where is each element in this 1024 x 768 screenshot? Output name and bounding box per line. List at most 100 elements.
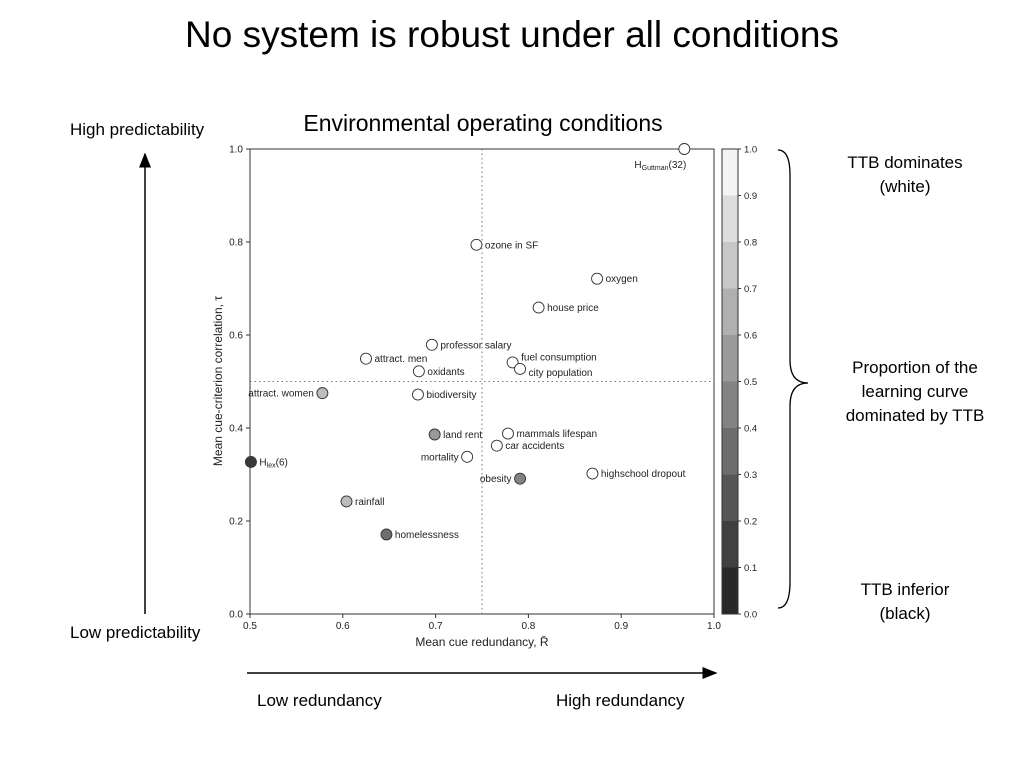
point-label-text: rainfall	[355, 497, 384, 508]
point-label-text: obesity	[480, 474, 512, 485]
y-tick-label: 0.8	[229, 238, 243, 249]
point-label: highschool dropout	[601, 469, 686, 480]
colorbar-tick-label: 0.7	[744, 284, 757, 295]
scatter-point	[316, 387, 329, 400]
point-label-text: land rent	[443, 430, 482, 441]
plot-frame	[249, 148, 715, 615]
point-label-subscript: Guttman	[642, 165, 669, 172]
colorbar-tick-label: 0.0	[744, 610, 757, 621]
x-tick-label: 0.7	[429, 621, 443, 632]
colorbar-band	[722, 335, 738, 382]
point-label-text: professor salary	[440, 340, 511, 351]
point-label: rainfall	[355, 497, 384, 508]
proportion-line-3: dominated by TTB	[845, 406, 985, 425]
colorbar: 0.0 0.1 0.2 0.3 0.4 0.5 0.6 0.7 0.8 0.9 1.0	[721, 145, 757, 621]
ttb-dominates-line-2: (white)	[879, 177, 931, 196]
x-tick-label: 0.9	[614, 621, 628, 632]
x-tick-label: 0.5	[243, 621, 257, 632]
point-label-text: H	[259, 457, 266, 468]
point-label-text: house price	[547, 303, 599, 314]
colorbar-band	[722, 567, 738, 614]
point-label-text: homelessness	[395, 530, 459, 541]
point-label-text: biodiversity	[426, 390, 476, 401]
y-tick-label: 1.0	[229, 145, 243, 156]
colorbar-band	[722, 149, 738, 196]
point-label-suffix: (32)	[669, 160, 687, 171]
y-tick-label: 0.4	[229, 424, 243, 435]
point-label: professor salary	[440, 340, 511, 351]
scatter-point	[502, 427, 514, 440]
point-label: oxidants	[427, 367, 464, 378]
scatter-point	[591, 272, 604, 285]
point-label: biodiversity	[426, 390, 476, 401]
scatter-point	[412, 365, 425, 378]
point-label-text: H	[634, 160, 641, 171]
colorbar-tick-label: 0.4	[744, 424, 757, 435]
scatter-point	[461, 450, 474, 463]
point-label: car accidents	[505, 441, 564, 452]
scatter-point	[490, 439, 503, 452]
scatter-point	[514, 362, 526, 375]
scatter-point	[532, 301, 545, 314]
point-label: house price	[547, 303, 599, 314]
point-label: ozone in SF	[485, 240, 538, 251]
proportion-line-2: learning curve	[861, 382, 969, 401]
scatter-point	[360, 352, 372, 365]
high-redundancy-label: High redundancy	[556, 691, 685, 710]
point-label-text: ozone in SF	[485, 240, 538, 251]
colorbar-tick-label: 0.8	[744, 238, 757, 249]
curly-brace	[777, 149, 809, 609]
point-label-suffix: (6)	[276, 457, 288, 468]
point-label: land rent	[443, 430, 482, 441]
colorbar-band	[722, 381, 738, 428]
colorbar-band	[722, 288, 738, 335]
scatter-point	[470, 238, 483, 251]
proportion-annotation: Proportion of the learning curve dominat…	[825, 356, 1005, 428]
point-label: attract. men	[375, 354, 428, 365]
point-label-text: car accidents	[505, 441, 564, 452]
point-label-subscript: lex	[267, 462, 276, 469]
point-label: fuel consumption	[521, 352, 597, 363]
point-label: city population	[529, 368, 593, 379]
slide-title: No system is robust under all conditions	[185, 14, 839, 55]
scatter-point	[586, 467, 599, 480]
scatter-point	[428, 428, 441, 441]
ttb-inferior-line-1: TTB inferior	[860, 580, 950, 599]
proportion-line-1: Proportion of the	[852, 358, 978, 377]
colorbar-tick-label: 0.3	[744, 470, 757, 481]
high-predictability-label: High predictability	[70, 120, 205, 139]
ttb-inferior-line-2: (black)	[879, 604, 931, 623]
x-tick-label: 0.8	[521, 621, 535, 632]
scatter-point	[380, 528, 393, 541]
x-tick-label: 1.0	[707, 621, 721, 632]
y-tick-label: 0.6	[229, 331, 243, 342]
low-redundancy-label: Low redundancy	[257, 691, 382, 710]
y-tick-label: 0.0	[229, 610, 243, 621]
colorbar-band	[722, 474, 738, 521]
x-axis-title: Mean cue redundancy, R̄	[415, 635, 549, 649]
point-label-text: city population	[529, 368, 593, 379]
scatter-point	[514, 472, 526, 485]
point-label-text: fuel consumption	[521, 352, 597, 363]
low-predictability-label: Low predictability	[70, 623, 201, 642]
colorbar-tick-label: 0.2	[744, 517, 757, 528]
point-label-text: oxidants	[427, 367, 464, 378]
ttb-dominates-annotation: TTB dominates (white)	[820, 151, 990, 199]
scatter-point	[678, 143, 691, 155]
point-label-text: attract. women	[248, 389, 314, 400]
colorbar-band	[722, 521, 738, 568]
point-label-text: highschool dropout	[601, 469, 686, 480]
point-label-text: oxygen	[606, 274, 638, 285]
y-axis-title: Mean cue-criterion correlation, τ	[211, 296, 225, 466]
colorbar-tick-label: 0.1	[744, 563, 757, 574]
colorbar-tick-label: 0.6	[744, 331, 757, 342]
colorbar-band	[722, 242, 738, 289]
colorbar-tick-label: 0.5	[744, 377, 757, 388]
colorbar-band	[722, 428, 738, 475]
scatter-point	[340, 495, 353, 508]
x-tick-label: 0.6	[336, 621, 350, 632]
chart-title: Environmental operating conditions	[303, 110, 663, 136]
point-label: Hlex(6)	[259, 457, 287, 469]
scatter-point	[506, 356, 519, 369]
